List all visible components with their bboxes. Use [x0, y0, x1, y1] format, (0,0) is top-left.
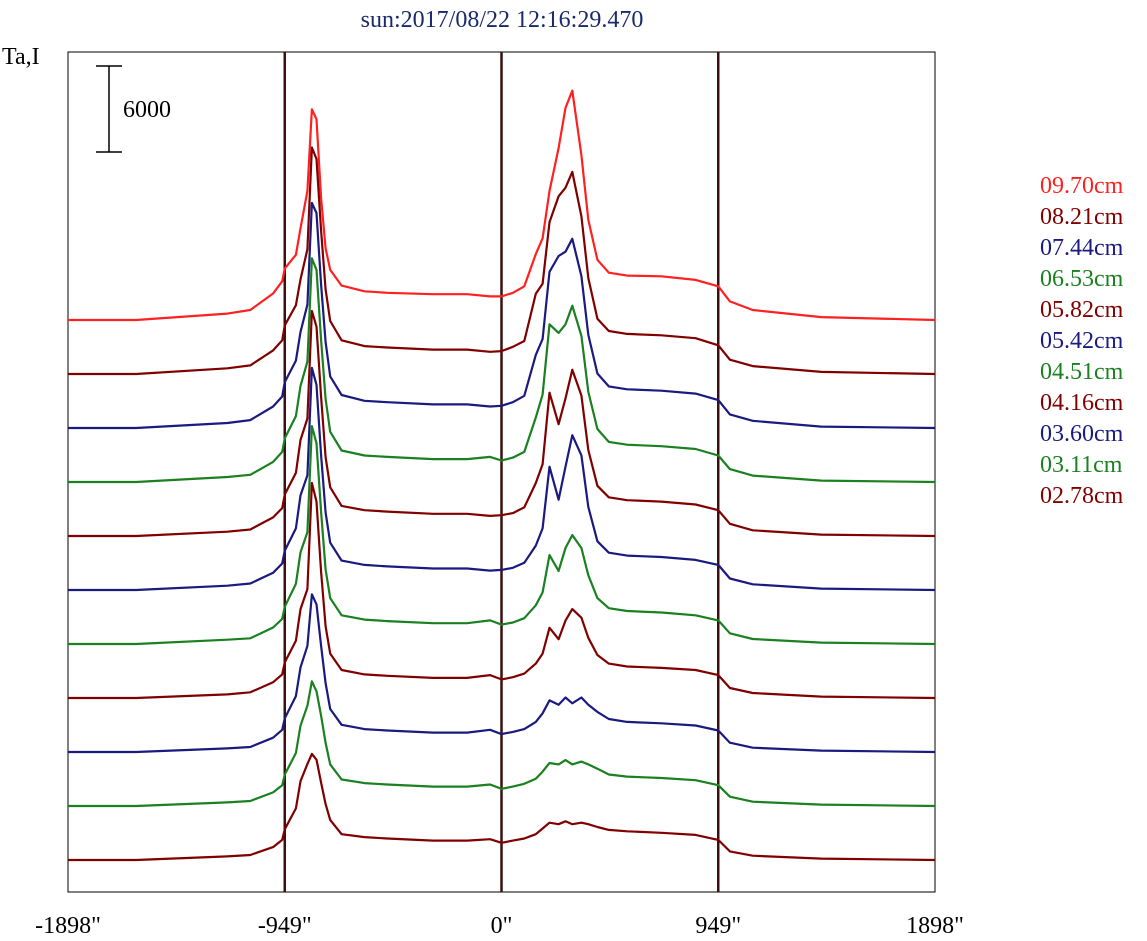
legend-entry: 04.16cm: [1040, 390, 1124, 416]
legend-entry: 02.78cm: [1040, 483, 1124, 509]
series-line-04-51cm: [68, 425, 936, 646]
legend: 09.70cm 08.21cm 07.44cm 06.53cm 05.82cm 05.42…: [1040, 173, 1124, 509]
scale-bar: 6000: [96, 65, 171, 153]
x-tick-label: 0": [491, 913, 513, 939]
legend-entry: 06.53cm: [1040, 266, 1124, 292]
x-tick-label: 1898": [906, 913, 964, 939]
chart-title: sun:2017/08/22 12:16:29.470: [361, 7, 644, 33]
x-tick-labels: -1898" -949" 0" 949" 1898": [35, 913, 964, 939]
series-line-06-53cm: [68, 257, 936, 484]
x-tick-label: 949": [695, 913, 741, 939]
series-layer: [68, 89, 936, 862]
scale-bar-label: 6000: [123, 97, 171, 123]
series-line-09-70cm: [68, 89, 936, 322]
y-axis-label: Ta,I: [2, 44, 40, 70]
legend-entry: 05.42cm: [1040, 328, 1124, 354]
series-line-08-21cm: [68, 146, 936, 376]
legend-entry: 08.21cm: [1040, 204, 1124, 230]
series-line-03-60cm: [68, 593, 936, 754]
legend-entry: 03.60cm: [1040, 421, 1124, 447]
series-line-02-78cm: [68, 752, 936, 862]
vertical-markers: [283, 52, 720, 892]
legend-entry: 07.44cm: [1040, 235, 1124, 261]
legend-entry: 05.82cm: [1040, 297, 1124, 323]
legend-entry: 04.51cm: [1040, 359, 1124, 385]
series-line-07-44cm: [68, 201, 936, 430]
series-line-04-16cm: [68, 481, 936, 700]
x-tick-label: -1898": [35, 913, 101, 939]
legend-entry: 09.70cm: [1040, 173, 1124, 199]
legend-entry: 03.11cm: [1040, 452, 1123, 478]
x-tick-label: -949": [258, 913, 312, 939]
series-line-05-82cm: [68, 309, 936, 538]
series-line-05-42cm: [68, 366, 936, 592]
series-line-03-11cm: [68, 680, 936, 808]
